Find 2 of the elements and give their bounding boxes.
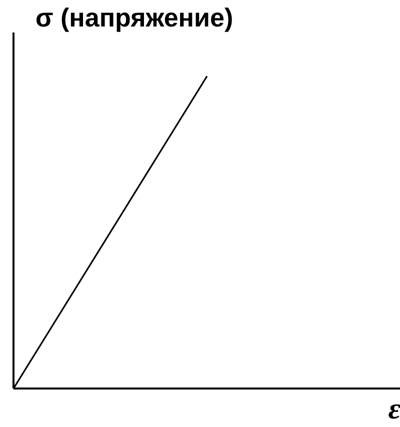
y-axis-title: σ (напряжение) [36,2,234,32]
x-axis-title: ε [388,392,400,426]
